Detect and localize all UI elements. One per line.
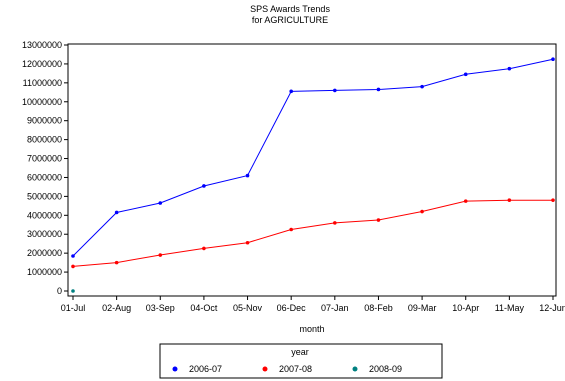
data-point-2007-08 xyxy=(158,253,163,257)
data-point-2006-07 xyxy=(114,210,119,215)
x-tick-label: 05-Nov xyxy=(233,303,263,313)
x-tick-label: 01-Jul xyxy=(61,303,86,313)
y-tick-label: 11000000 xyxy=(23,78,62,88)
x-axis: 01-Jul 02-Aug 03-Sep 04-Oct 05-Nov 06-Dec 07-J… xyxy=(61,296,565,313)
data-point-2006-07 xyxy=(71,254,75,258)
chart-title: SPS Awards Trends xyxy=(250,4,330,14)
y-tick-label: 10000000 xyxy=(22,97,62,107)
legend: year 2006-07 2007-08 2008-09 xyxy=(159,343,443,379)
data-point-2007-08 xyxy=(245,240,250,245)
data-point-2007-08 xyxy=(71,264,75,269)
plot-area xyxy=(67,43,557,297)
y-tick-label: 3000000 xyxy=(27,229,62,239)
y-tick-label: 13000000 xyxy=(22,40,62,50)
data-point-2006-07 xyxy=(420,84,424,89)
data-point-2007-08 xyxy=(551,198,555,202)
data-point-2006-07 xyxy=(245,173,250,178)
data-point-2007-08 xyxy=(420,209,424,214)
y-tick-label: 9000000 xyxy=(27,116,62,126)
y-tick-label: 2000000 xyxy=(27,248,62,258)
x-tick-label: 06-Dec xyxy=(277,303,307,313)
data-point-2007-08 xyxy=(507,198,512,202)
data-point-2006-07 xyxy=(507,66,512,71)
x-tick-label: 08-Feb xyxy=(364,303,393,313)
x-tick-label: 11-May xyxy=(495,303,525,313)
legend-frame xyxy=(159,343,443,379)
x-tick-label: 03-Sep xyxy=(146,303,175,313)
y-tick-label: 8000000 xyxy=(27,135,62,145)
plot-frame xyxy=(67,43,557,297)
y-tick-label: 6000000 xyxy=(27,172,62,182)
data-point-2007-08 xyxy=(289,227,293,232)
legend-label-2007-08: 2007-08 xyxy=(279,364,312,374)
data-point-2007-08 xyxy=(463,199,468,203)
legend-marker-2006-07 xyxy=(172,366,178,372)
series-line-2006-07 xyxy=(72,58,554,257)
data-point-2006-07 xyxy=(376,87,381,92)
x-tick-label: 02-Aug xyxy=(102,303,131,313)
y-tick-label: 5000000 xyxy=(27,191,62,201)
data-point-2006-07 xyxy=(463,72,468,77)
data-point-2006-07 xyxy=(289,89,293,94)
x-tick-label: 07-Jan xyxy=(321,303,349,313)
legend-marker-2007-08 xyxy=(262,366,268,372)
legend-title: year xyxy=(291,347,309,357)
x-tick-label: 04-Oct xyxy=(190,303,218,313)
data-point-2007-08 xyxy=(114,260,119,265)
data-point-2006-07 xyxy=(551,57,555,61)
y-tick-label: 7000000 xyxy=(27,154,62,164)
y-axis: 0 1000000 2000000 3000000 4000000 5000000 6000… xyxy=(22,40,68,296)
y-tick-label: 0 xyxy=(57,286,62,296)
data-point-2007-08 xyxy=(202,246,206,251)
y-tick-label: 4000000 xyxy=(27,210,62,220)
legend-marker-2008-09 xyxy=(352,366,358,372)
x-axis-label: month xyxy=(299,324,324,334)
legend-label-2008-09: 2008-09 xyxy=(369,364,402,374)
data-point-2006-07 xyxy=(202,184,206,188)
data-point-2006-07 xyxy=(158,201,163,205)
series-line-2007-08 xyxy=(72,199,553,267)
chart-subtitle: for AGRICULTURE xyxy=(252,15,328,25)
x-tick-label: 10-Apr xyxy=(452,303,479,313)
x-tick-label: 12-Jun xyxy=(539,303,565,313)
y-tick-label: 1000000 xyxy=(27,267,62,277)
legend-label-2006-07: 2006-07 xyxy=(189,364,222,374)
legend-items: 2006-07 2007-08 2008-09 xyxy=(172,364,402,374)
x-tick-label: 09-Mar xyxy=(408,303,437,313)
data-point-2006-07 xyxy=(333,88,337,93)
data-point-2007-08 xyxy=(376,218,381,222)
y-tick-label: 12000000 xyxy=(22,59,62,69)
data-point-2007-08 xyxy=(333,221,337,225)
series-layer xyxy=(71,57,555,293)
data-point-2008-09 xyxy=(71,289,75,293)
